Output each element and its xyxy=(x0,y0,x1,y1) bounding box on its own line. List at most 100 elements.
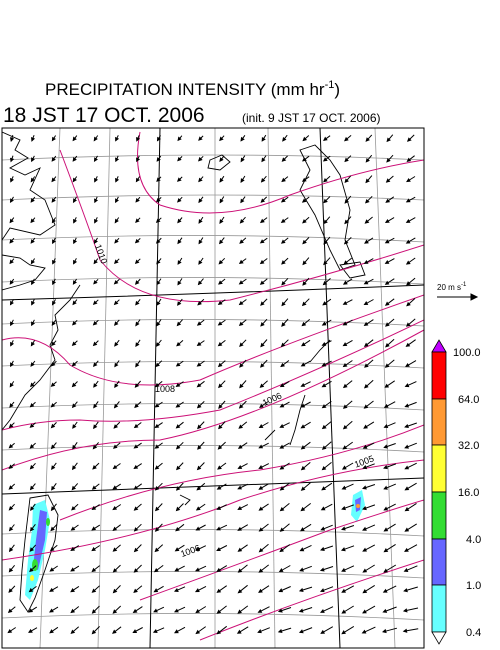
wind-arrowhead xyxy=(365,178,370,184)
wind-arrowhead xyxy=(299,567,304,572)
wind-arrowhead xyxy=(238,280,244,285)
wind-arrowhead xyxy=(361,629,367,634)
colorbar-segment xyxy=(431,351,447,400)
wind-arrowhead xyxy=(364,239,369,244)
wind-arrowhead xyxy=(385,322,390,327)
wind-arrowhead xyxy=(28,608,34,613)
wind-arrowhead xyxy=(133,527,139,532)
wind-arrowhead xyxy=(237,485,242,490)
wind-arrowhead xyxy=(173,587,179,592)
wind-arrowhead xyxy=(218,383,223,389)
wind-arrowhead xyxy=(71,403,77,409)
wind-arrowhead xyxy=(299,547,305,552)
wind-arrowhead xyxy=(50,526,55,532)
wind-arrowhead xyxy=(31,157,35,163)
wind-arrowhead xyxy=(218,404,223,409)
wind-arrowhead xyxy=(279,383,285,388)
wind-arrowhead xyxy=(177,136,182,142)
wind-arrowhead xyxy=(384,239,390,244)
major-grid xyxy=(2,128,424,648)
wind-arrowhead xyxy=(115,177,120,183)
wind-arrowhead xyxy=(281,280,286,286)
wind-arrowhead xyxy=(341,465,347,470)
graticule xyxy=(2,128,424,648)
wind-arrowhead xyxy=(216,547,221,551)
wind-arrowhead xyxy=(198,198,203,204)
wind-arrowhead xyxy=(93,403,98,409)
wind-arrowhead xyxy=(384,383,390,388)
wind-arrowhead xyxy=(9,137,15,142)
wind-arrowhead xyxy=(72,177,77,183)
wind-arrowhead xyxy=(177,301,182,306)
wind-arrowhead xyxy=(133,464,139,469)
wind-arrowhead xyxy=(197,424,202,430)
wind-arrowhead xyxy=(72,320,77,326)
wind-arrowhead xyxy=(278,568,284,573)
wind-arrowhead xyxy=(175,403,181,408)
wind-arrowhead xyxy=(383,403,389,408)
colorbar-labels: 100.0 64.0 32.0 16.0 4.0 1.0 0.4 xyxy=(453,347,481,639)
wind-arrowhead xyxy=(112,547,118,552)
wind-arrowhead xyxy=(154,423,160,428)
wind-arrowhead xyxy=(132,608,138,613)
wind-arrowhead xyxy=(364,363,369,368)
wind-arrowhead xyxy=(134,238,140,244)
colorbar-label: 0.4 xyxy=(466,627,481,639)
wind-arrowhead xyxy=(239,218,245,224)
wind-arrowhead xyxy=(134,259,140,264)
wind-arrowhead xyxy=(30,362,35,367)
wind-arrowhead xyxy=(322,280,328,286)
wind-arrowhead xyxy=(282,137,287,142)
wind-arrowhead xyxy=(237,465,243,469)
wind-arrowhead xyxy=(260,178,266,183)
wind-arrowhead xyxy=(30,382,35,388)
wind-arrowhead xyxy=(365,137,370,142)
wind-arrowhead xyxy=(218,424,223,430)
wind-arrowhead xyxy=(93,383,98,388)
wind-arrowhead xyxy=(258,506,264,511)
wind-arrowhead xyxy=(239,342,244,348)
wind-arrowhead xyxy=(51,218,56,224)
wind-arrowhead xyxy=(156,280,161,286)
wind-arrowhead xyxy=(239,239,244,244)
wind-arrowhead xyxy=(280,218,286,224)
wind-arrowhead xyxy=(177,218,182,224)
wind-arrowhead xyxy=(135,362,140,368)
wind-arrowhead xyxy=(135,218,140,224)
wind-arrowhead xyxy=(260,321,265,327)
wind-arrowhead xyxy=(344,178,349,184)
wind-arrowhead xyxy=(155,218,161,223)
wind-arrowhead xyxy=(135,321,140,327)
wind-arrowhead xyxy=(320,629,326,634)
wind-arrowhead xyxy=(404,527,410,532)
wind-arrowhead xyxy=(281,157,287,162)
wind-arrowhead xyxy=(73,259,78,265)
wind-arrowhead xyxy=(302,219,307,224)
wind-arrowhead xyxy=(30,341,35,347)
wind-arrowhead xyxy=(154,382,160,388)
wind-arrowhead xyxy=(176,321,182,327)
wind-arrowhead xyxy=(50,403,56,408)
wind-arrowhead xyxy=(258,547,264,553)
wind-arrowhead xyxy=(9,403,14,408)
wind-arrowhead xyxy=(261,157,266,163)
wind-arrowhead xyxy=(257,608,263,613)
wind-arrowhead xyxy=(153,608,158,613)
wind-arrowhead xyxy=(8,485,14,490)
wind-arrowhead xyxy=(132,629,138,633)
wind-arrowhead xyxy=(259,280,265,285)
colorbar xyxy=(431,339,447,645)
wind-arrowhead xyxy=(280,239,286,244)
wind-arrowhead xyxy=(30,239,35,244)
wind-arrowhead xyxy=(154,527,160,532)
wind-arrowhead xyxy=(240,157,245,163)
wind-arrowhead xyxy=(236,629,242,634)
wind-arrowhead xyxy=(258,444,264,449)
wind-arrowhead xyxy=(29,464,35,470)
wind-arrowhead xyxy=(216,526,221,531)
wind-arrowhead xyxy=(298,629,304,634)
wind-arrowhead xyxy=(156,177,161,182)
wind-arrowhead xyxy=(302,239,307,245)
wind-arrowhead xyxy=(73,218,78,224)
wind-arrowhead xyxy=(237,547,243,552)
